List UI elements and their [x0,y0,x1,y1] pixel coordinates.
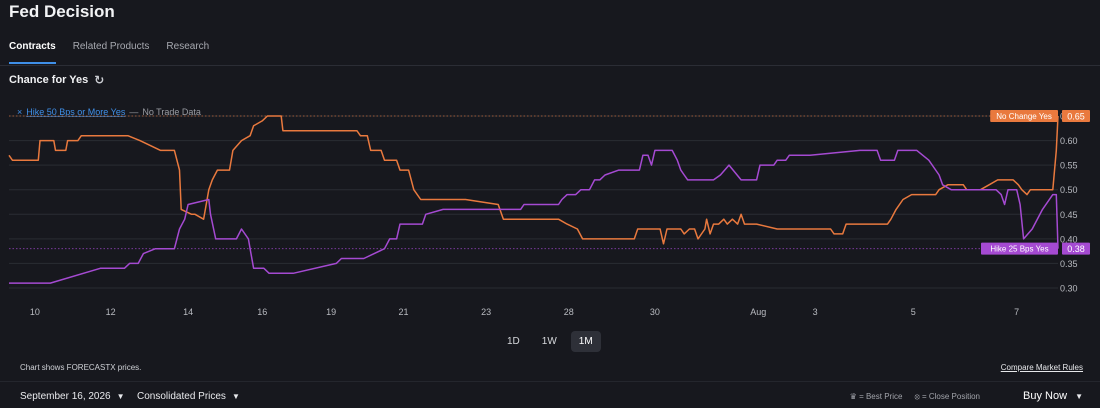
chevron-down-icon: ▼ [231,392,240,401]
legend-separator: — [129,107,139,117]
range-1w-button[interactable]: 1W [541,336,557,347]
buy-now-button[interactable]: Buy Now ▼ [1023,390,1083,402]
series-name-tag [981,242,1058,255]
section-title: Chance for Yes [9,74,89,86]
compare-market-rules-link[interactable]: Compare Market Rules [1000,363,1083,372]
chart-footnote: Chart shows FORECASTX prices. [20,363,142,372]
date-select-value: September 16, 2026 [20,391,111,402]
x-tick-label: 21 [398,307,408,317]
buy-now-label: Buy Now [1023,390,1068,402]
chevron-down-icon: ▼ [116,392,125,401]
x-tick-label: 28 [564,307,574,317]
refresh-icon[interactable]: ↻ [94,73,105,87]
close-position-key: ⦻ = Close Position [914,392,980,402]
best-price-key: ♛ = Best Price [850,392,903,402]
best-price-text: = Best Price [859,392,903,401]
chevron-down-icon: ▼ [1075,391,1083,401]
y-tick-label: 0.40 [1060,234,1078,244]
chart-legend: × Hike 50 Bps or More Yes — No Trade Dat… [17,107,201,117]
range-selector: 1D 1W 1M [499,331,601,352]
chart-section-header: Chance for Yes ↻ [9,73,104,87]
x-tick-label: 3 [813,307,818,317]
series-line-hike25 [9,149,1059,284]
crown-icon: ♛ [849,392,857,401]
y-tick-label: 0.60 [1060,136,1078,146]
range-1d-button[interactable]: 1D [507,336,520,347]
page-title: Fed Decision [9,2,115,21]
legend-no-trade-note: No Trade Data [142,107,201,117]
x-tick-label: Aug [750,307,766,317]
last-value-tag [1062,110,1090,122]
tab-bar: Contracts Related Products Research [9,41,209,64]
remove-series-icon[interactable]: × [17,107,23,117]
series-name-label: No Change Yes [996,112,1052,121]
x-tick-label: 14 [183,307,193,317]
series-name-label: Hike 25 Bps Yes [990,245,1048,254]
x-tick-label: 10 [30,307,40,317]
legend-series-hike50[interactable]: Hike 50 Bps or More Yes [26,107,126,117]
close-position-text: = Close Position [921,392,980,401]
x-tick-label: 5 [911,307,916,317]
x-tick-label: 23 [481,307,491,317]
x-tick-label: 30 [650,307,660,317]
tab-related-products[interactable]: Related Products [72,41,150,52]
x-tick-label: 12 [106,307,116,317]
bottom-bar: September 16, 2026 ▼ Consolidated Prices… [0,381,1100,408]
x-tick-label: 7 [1014,307,1019,317]
x-tick-label: 16 [257,307,267,317]
tab-contracts[interactable]: Contracts [9,41,56,64]
price-chart[interactable]: 0.30 0.35 0.40 0.45 0.50 0.55 0.60 0.65 10 12 14 16… [0,105,1100,325]
series-line-no-change [8,115,1059,245]
close-circle-icon: ⦻ [914,392,920,401]
y-tick-label: 0.30 [1060,284,1078,294]
series-name-tag [990,110,1058,122]
price-source-value: Consolidated Prices [137,391,226,402]
date-select[interactable]: September 16, 2026 ▼ [20,391,125,402]
last-value-tag [1062,242,1090,255]
y-tick-label: 0.45 [1060,210,1078,220]
last-value-label: 0.38 [1067,244,1085,254]
y-tick-label: 0.50 [1060,185,1078,195]
range-1m-button[interactable]: 1M [570,331,601,352]
last-value-label: 0.65 [1067,112,1085,122]
price-source-select[interactable]: Consolidated Prices ▼ [137,391,240,402]
y-tick-label: 0.35 [1060,259,1078,269]
y-tick-label: 0.55 [1060,161,1078,171]
x-tick-label: 19 [326,307,336,317]
tab-research[interactable]: Research [166,41,210,52]
legend-keys: ♛ = Best Price ⦻ = Close Position [850,392,980,402]
tabs-divider [0,65,1100,66]
